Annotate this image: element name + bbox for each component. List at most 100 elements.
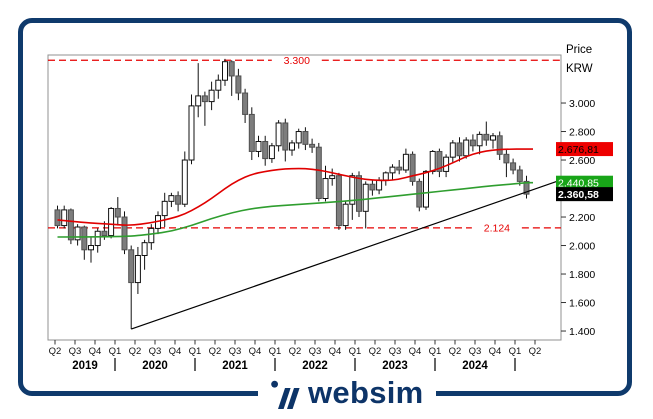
candle-body	[268, 145, 275, 160]
price-flag	[556, 175, 613, 190]
x-tick-label: Q2	[449, 346, 462, 357]
x-tick-label: Q2	[209, 346, 222, 357]
candle-body	[469, 139, 476, 147]
x-tick-label: Q2	[529, 346, 542, 357]
candle-body	[128, 249, 135, 284]
reference-line-label: 3.300	[284, 55, 310, 67]
candle-body	[101, 230, 108, 237]
websim-w-icon	[271, 380, 300, 409]
candle-body	[262, 140, 269, 160]
reference-line-label: 2.124	[484, 222, 510, 234]
candle-body	[81, 226, 88, 251]
candle-body	[295, 131, 302, 144]
candle-body	[382, 172, 389, 181]
x-tick-label: Q3	[69, 346, 82, 357]
candle-body	[175, 195, 182, 205]
candle-body	[201, 95, 208, 103]
candle-body	[322, 178, 329, 199]
candle-body	[275, 122, 282, 147]
candle-body	[222, 61, 228, 81]
x-tick-label: Q1	[189, 346, 202, 357]
candle-body	[463, 139, 470, 157]
candle-body	[456, 142, 463, 157]
candle-body	[228, 61, 235, 77]
price-axis-title: Price	[566, 44, 593, 56]
candle-body	[429, 150, 436, 172]
candle-body	[114, 207, 121, 218]
candle-body	[54, 209, 61, 227]
long-moving-average-green	[57, 181, 533, 238]
candle-body	[503, 153, 510, 164]
candle-body	[61, 209, 68, 227]
x-tick-label: Q4	[89, 346, 102, 357]
candle-body	[88, 245, 94, 251]
candle-body	[255, 140, 262, 152]
y-tick-label: 2.800	[569, 126, 595, 138]
currency-axis-title: KRW	[566, 63, 593, 75]
y-tick-label: 1.600	[569, 297, 595, 309]
x-tick-label: Q2	[49, 346, 62, 357]
x-tick-label: Q1	[269, 346, 282, 357]
candle-body	[362, 183, 369, 212]
candle-body	[490, 135, 496, 141]
candle-body	[349, 175, 356, 205]
long-moving-average-red	[57, 148, 533, 226]
candle-body	[289, 142, 295, 151]
x-tick-label: Q3	[389, 346, 402, 357]
candle-body	[516, 169, 523, 182]
candle-body	[409, 153, 416, 182]
candle-body	[168, 195, 175, 202]
candle-body	[369, 183, 376, 191]
candle-body	[309, 143, 316, 148]
candle-body	[74, 226, 81, 241]
candle-body	[302, 131, 309, 145]
websim-logo: websim	[258, 372, 436, 416]
y-tick-label: 1.800	[569, 269, 595, 281]
x-tick-label: Q3	[469, 346, 482, 357]
candle-body	[449, 142, 456, 158]
plot-border	[47, 54, 562, 341]
candle-body	[376, 179, 383, 191]
candle-body	[396, 166, 403, 171]
candle-body	[510, 162, 517, 171]
x-tick-label: Q2	[289, 346, 302, 357]
candle-body	[94, 230, 101, 247]
candle-body	[188, 105, 195, 161]
candle-body	[148, 227, 155, 244]
candle-body	[483, 133, 490, 141]
candle-body	[235, 75, 242, 94]
candle-body	[423, 170, 429, 208]
candle-body	[161, 200, 168, 217]
candle-body	[67, 209, 74, 241]
price-flag	[556, 187, 613, 202]
year-label: 2019	[72, 360, 98, 372]
candle-body	[523, 180, 530, 195]
y-tick-label: 2.200	[569, 212, 595, 224]
x-tick-label: Q4	[409, 346, 422, 357]
candle-body	[476, 133, 483, 147]
candle-body	[496, 135, 503, 155]
candle-body	[195, 95, 202, 107]
price-flag	[556, 142, 613, 157]
candle-body	[248, 113, 255, 152]
candle-body	[134, 254, 141, 284]
x-tick-label: Q3	[309, 346, 322, 357]
x-tick-label: Q3	[229, 346, 242, 357]
candle-body	[389, 166, 396, 174]
x-tick-label: Q1	[509, 346, 522, 357]
year-label: 2024	[462, 360, 488, 372]
x-tick-label: Q4	[169, 346, 182, 357]
websim-logo-text: websim	[308, 374, 424, 410]
x-tick-label: Q3	[149, 346, 162, 357]
candle-body	[402, 153, 409, 171]
x-tick-label: Q2	[129, 346, 142, 357]
candle-body	[282, 122, 289, 151]
x-tick-label: Q4	[329, 346, 342, 357]
year-label: 2023	[382, 360, 408, 372]
y-tick-label: 1.400	[569, 326, 595, 338]
x-tick-label: Q1	[109, 346, 122, 357]
x-tick-label: Q1	[429, 346, 442, 357]
x-tick-label: Q2	[369, 346, 382, 357]
x-tick-label: Q4	[249, 346, 262, 357]
candle-body	[242, 92, 249, 115]
